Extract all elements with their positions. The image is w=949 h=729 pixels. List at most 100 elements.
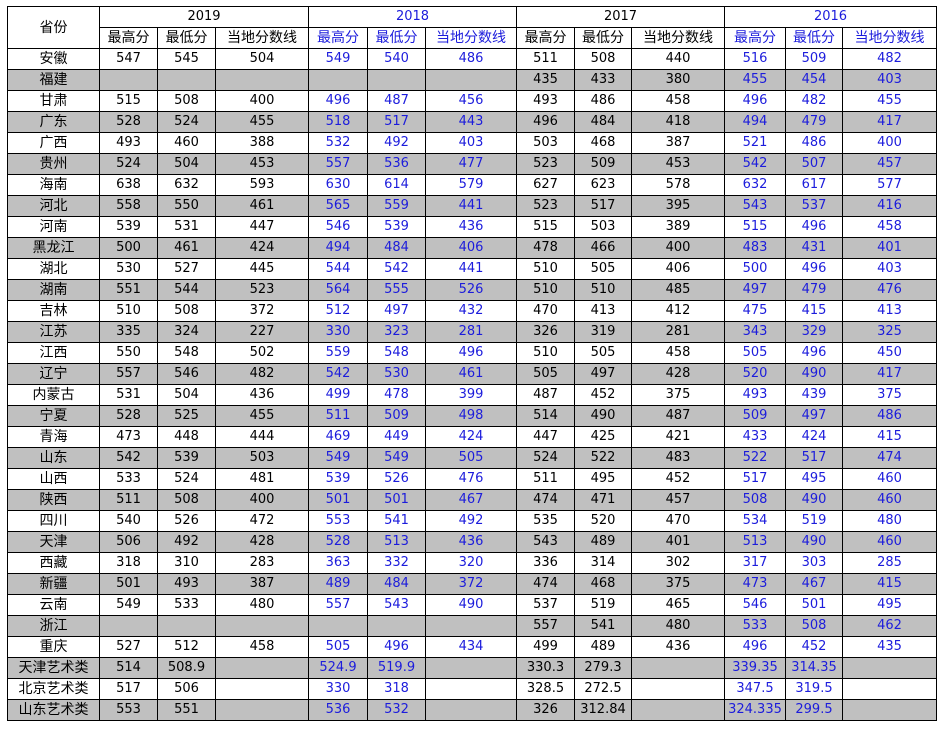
min-score-cell: 544 — [157, 279, 216, 301]
local-cutoff-cell: 460 — [842, 531, 937, 553]
min-score-cell: 484 — [574, 111, 632, 133]
min-score-cell: 505 — [574, 258, 632, 280]
min-score-cell: 312.84 — [574, 699, 632, 721]
max-score-header-2016: 最高分 — [724, 27, 786, 49]
max-score-cell: 536 — [308, 699, 368, 721]
local-cutoff-cell: 413 — [842, 300, 937, 322]
table-row: 吉林 510 508 372 512 497 432 470 413 412 475 415 413 — [7, 300, 937, 322]
max-score-cell: 557 — [308, 153, 368, 175]
max-score-cell: 500 — [99, 237, 158, 259]
min-score-cell: 495 — [574, 468, 632, 490]
min-score-cell: 324 — [157, 321, 216, 343]
local-cutoff-cell: 492 — [425, 510, 517, 532]
table-row: 天津艺术类 514 508.9 524.9 519.9 330.3 279.3 339.35 3… — [7, 657, 937, 679]
max-score-cell: 540 — [99, 510, 158, 532]
max-score-cell: 473 — [724, 573, 786, 595]
min-score-header-2018: 最低分 — [367, 27, 426, 49]
min-score-cell: 449 — [367, 426, 426, 448]
max-score-cell: 542 — [99, 447, 158, 469]
table-row: 湖南 551 544 523 564 555 526 510 510 485 497 479 476 — [7, 279, 937, 301]
max-score-cell: 516 — [724, 48, 786, 70]
max-score-cell: 549 — [308, 48, 368, 70]
province-cell: 江西 — [7, 342, 100, 364]
max-score-cell: 524.9 — [308, 657, 368, 679]
province-cell: 吉林 — [7, 300, 100, 322]
max-score-cell: 638 — [99, 174, 158, 196]
min-score-cell: 413 — [574, 300, 632, 322]
min-score-cell: 540 — [367, 48, 426, 70]
min-score-cell: 448 — [157, 426, 216, 448]
min-score-cell: 478 — [367, 384, 426, 406]
max-score-cell: 335 — [99, 321, 158, 343]
min-score-cell: 490 — [785, 363, 843, 385]
local-cutoff-header-2018: 当地分数线 — [425, 27, 517, 49]
local-cutoff-cell: 480 — [215, 594, 309, 616]
local-cutoff-cell: 455 — [842, 90, 937, 112]
local-cutoff-cell: 401 — [631, 531, 725, 553]
min-score-cell: 495 — [785, 468, 843, 490]
min-score-cell: 509 — [785, 48, 843, 70]
max-score-cell: 627 — [516, 174, 575, 196]
local-cutoff-cell: 320 — [425, 552, 517, 574]
local-cutoff-cell: 458 — [631, 90, 725, 112]
local-cutoff-cell: 460 — [842, 468, 937, 490]
table-row: 四川 540 526 472 553 541 492 535 520 470 534 519 480 — [7, 510, 937, 532]
min-score-cell: 507 — [785, 153, 843, 175]
min-score-cell: 468 — [574, 573, 632, 595]
province-cell: 海南 — [7, 174, 100, 196]
min-score-cell: 517 — [574, 195, 632, 217]
max-score-cell: 518 — [308, 111, 368, 133]
min-score-cell: 508.9 — [157, 657, 216, 679]
max-score-cell: 470 — [516, 300, 575, 322]
local-cutoff-cell: 432 — [425, 300, 517, 322]
max-score-cell: 503 — [516, 132, 575, 154]
max-score-cell: 339.35 — [724, 657, 786, 679]
min-score-cell: 522 — [574, 447, 632, 469]
min-score-cell: 541 — [574, 615, 632, 637]
province-cell: 天津艺术类 — [7, 657, 100, 679]
local-cutoff-cell: 476 — [842, 279, 937, 301]
local-cutoff-cell: 457 — [631, 489, 725, 511]
max-score-cell: 496 — [516, 111, 575, 133]
local-cutoff-cell — [215, 678, 309, 700]
local-cutoff-cell — [425, 657, 517, 679]
max-score-cell: 493 — [99, 132, 158, 154]
max-score-cell: 557 — [308, 594, 368, 616]
local-cutoff-cell: 495 — [842, 594, 937, 616]
local-cutoff-cell — [215, 615, 309, 637]
max-score-cell: 546 — [308, 216, 368, 238]
local-cutoff-cell: 460 — [842, 489, 937, 511]
local-cutoff-cell: 428 — [215, 531, 309, 553]
max-score-cell: 326 — [516, 699, 575, 721]
max-score-cell: 546 — [724, 594, 786, 616]
local-cutoff-cell: 400 — [215, 489, 309, 511]
local-cutoff-cell — [215, 657, 309, 679]
min-score-cell: 530 — [367, 363, 426, 385]
local-cutoff-cell: 403 — [425, 132, 517, 154]
min-score-cell: 617 — [785, 174, 843, 196]
min-score-cell: 272.5 — [574, 678, 632, 700]
local-cutoff-cell: 418 — [631, 111, 725, 133]
min-score-cell: 460 — [157, 132, 216, 154]
min-score-cell: 520 — [574, 510, 632, 532]
min-score-cell: 489 — [574, 636, 632, 658]
min-score-cell: 526 — [157, 510, 216, 532]
province-cell: 北京艺术类 — [7, 678, 100, 700]
local-cutoff-cell: 417 — [842, 363, 937, 385]
province-cell: 山东艺术类 — [7, 699, 100, 721]
min-score-cell: 632 — [157, 174, 216, 196]
max-score-cell: 328.5 — [516, 678, 575, 700]
sub-header-row: 最高分 最低分 当地分数线 最高分 最低分 当地分数线 最高分 最低分 当地分数线 最高分 最低分当… — [8, 27, 937, 49]
local-cutoff-cell: 434 — [425, 636, 517, 658]
max-score-cell — [308, 69, 368, 91]
max-score-cell: 557 — [99, 363, 158, 385]
max-score-cell: 510 — [99, 300, 158, 322]
local-cutoff-cell: 424 — [215, 237, 309, 259]
max-score-cell: 523 — [516, 153, 575, 175]
min-score-cell: 490 — [574, 405, 632, 427]
min-score-cell: 303 — [785, 552, 843, 574]
max-score-cell: 530 — [99, 258, 158, 280]
max-score-cell: 533 — [99, 468, 158, 490]
local-cutoff-cell: 444 — [215, 426, 309, 448]
min-score-cell: 505 — [574, 342, 632, 364]
